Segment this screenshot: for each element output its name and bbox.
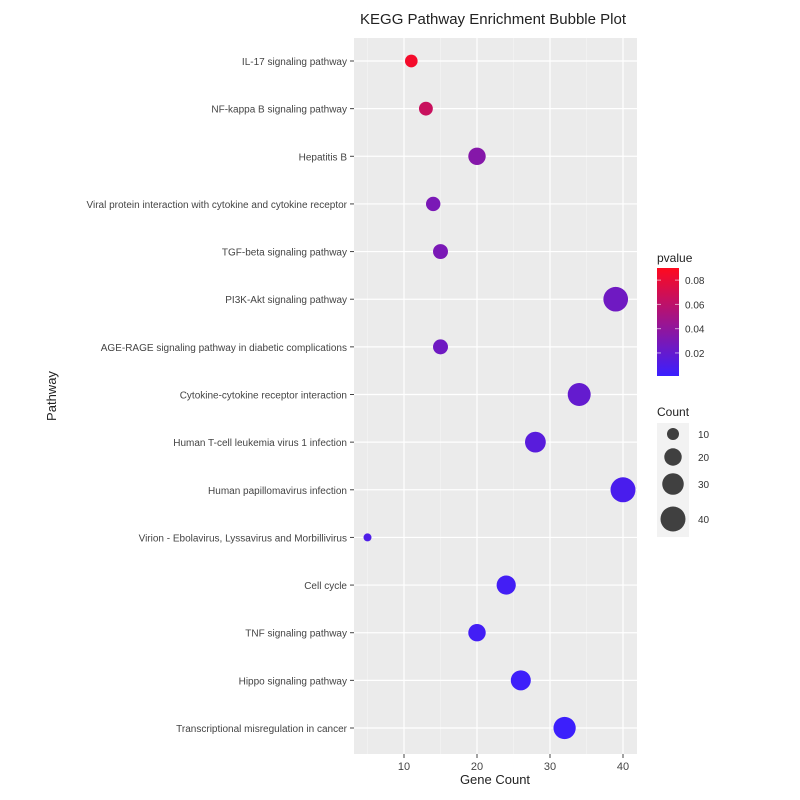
size-key-label: 30 [698, 480, 710, 491]
size-key-label: 20 [698, 453, 710, 464]
size-key-circle [662, 473, 684, 495]
pvalue-legend-title: pvalue [657, 251, 693, 265]
x-tick-label: 30 [544, 761, 556, 773]
x-axis-label: Gene Count [460, 772, 530, 787]
count-legend: Count 10 20 30 40 [657, 405, 710, 537]
plot-panel [354, 38, 637, 754]
size-key-circle [667, 428, 679, 440]
bubble-point [603, 286, 629, 312]
colorbar-tick-label: 0.02 [685, 349, 705, 360]
bubble-point [404, 54, 418, 68]
pvalue-colorbar [657, 268, 679, 376]
bubble-point [553, 716, 576, 740]
bubble-point [610, 477, 636, 503]
bubble-point [433, 244, 448, 260]
colorbar-tick-label: 0.06 [685, 300, 705, 311]
y-tick-label: TNF signaling pathway [245, 629, 347, 640]
y-tick-label: Human T-cell leukemia virus 1 infection [173, 438, 347, 449]
bubble-point [433, 339, 448, 355]
y-tick-label: PI3K-Akt signaling pathway [225, 295, 347, 306]
size-key-circle [660, 506, 686, 532]
y-tick-label: Cytokine-cytokine receptor interaction [180, 391, 347, 402]
bubble-point [468, 147, 486, 166]
y-tick-label: AGE-RAGE signaling pathway in diabetic c… [101, 343, 347, 354]
x-tick-label: 10 [398, 761, 410, 773]
bubble-point [510, 670, 531, 691]
x-tick-label: 20 [471, 761, 483, 773]
y-tick-label: Transcriptional misregulation in cancer [176, 724, 347, 735]
size-key-label: 40 [698, 515, 710, 526]
chart-title: KEGG Pathway Enrichment Bubble Plot [360, 11, 627, 28]
y-axis-label: Pathway [44, 371, 59, 421]
bubble-point [425, 196, 441, 212]
bubble-point [496, 575, 516, 595]
colorbar-tick-label: 0.08 [685, 276, 705, 287]
bubble-point [567, 383, 591, 406]
y-tick-label: Hepatitis B [299, 152, 348, 163]
y-tick-label: Human papillomavirus infection [208, 486, 347, 497]
y-tick-label: NF-kappa B signaling pathway [211, 105, 347, 116]
bubble-point [418, 101, 433, 116]
count-legend-title: Count [657, 405, 690, 419]
bubble-point [525, 431, 546, 453]
pvalue-legend: pvalue 0.08 0.06 0.04 0.02 [657, 251, 705, 376]
y-tick-label: Hippo signaling pathway [239, 676, 347, 687]
size-key-circle [664, 448, 682, 466]
y-tick-label: Virion - Ebolavirus, Lyssavirus and Morb… [139, 533, 347, 544]
y-tick-label: Viral protein interaction with cytokine … [86, 200, 347, 211]
y-tick-label: TGF-beta signaling pathway [222, 248, 347, 259]
y-tick-label: IL-17 signaling pathway [242, 57, 347, 68]
bubble-point [363, 533, 372, 542]
colorbar-tick-label: 0.04 [685, 325, 705, 336]
size-key-label: 10 [698, 430, 710, 441]
x-tick-label: 40 [617, 761, 629, 773]
y-tick-label: Cell cycle [304, 581, 347, 592]
bubble-point [468, 623, 486, 642]
